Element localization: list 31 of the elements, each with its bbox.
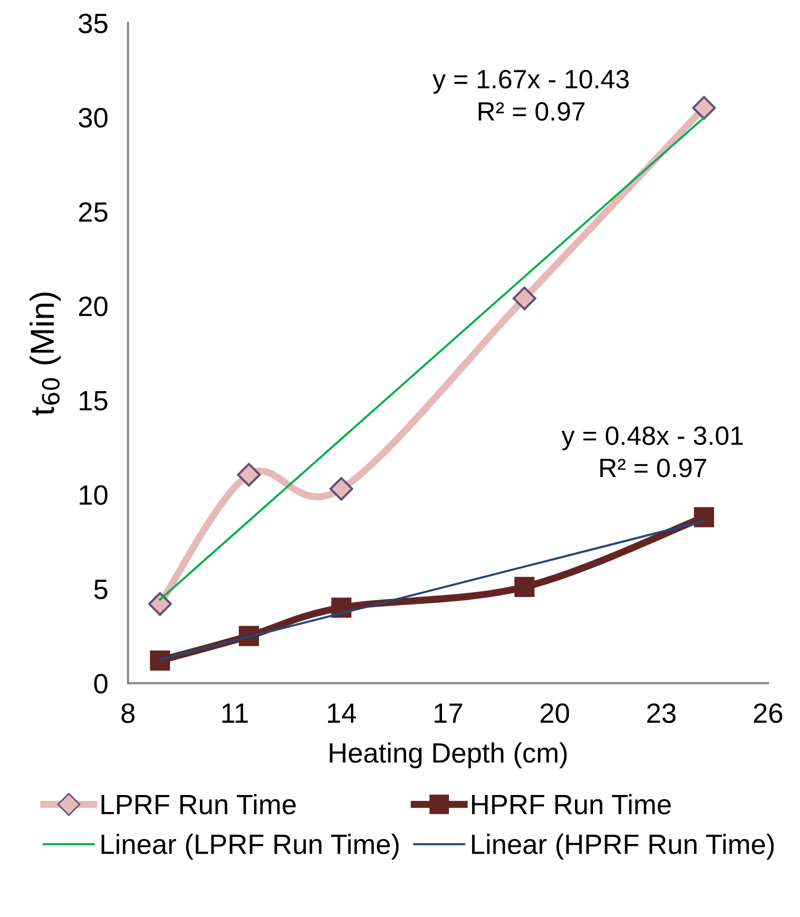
point	[692, 96, 716, 120]
x-tick-label: 23	[647, 703, 676, 724]
y-tick-label: 10	[80, 485, 108, 505]
y-tick-label: 15	[80, 391, 108, 411]
y-tick-label: 20	[79, 296, 108, 316]
legend-label: LPRF Run Time	[102, 794, 296, 814]
point	[150, 650, 170, 671]
point	[329, 477, 354, 501]
x-tick-label: 17	[434, 704, 462, 723]
y-axis-title: t$_{60}$ (Min)	[30, 292, 61, 416]
x-tick-label: 20	[540, 703, 570, 724]
point	[237, 462, 261, 487]
annotation: y = 1.67x - 10.43 R² = 0.97	[432, 70, 629, 121]
point	[512, 286, 536, 310]
y-tick-label: 0	[94, 674, 108, 694]
point	[148, 592, 172, 616]
legend-label: HPRF Run Time	[472, 794, 671, 814]
y-tick-label: 5	[94, 580, 108, 600]
x-tick-label: 8	[121, 703, 135, 724]
x-tick-label: 26	[754, 703, 782, 724]
x-tick-label: 14	[328, 704, 356, 723]
point	[694, 507, 714, 528]
y-tick-label: 35	[78, 14, 108, 34]
y-tick-label: 30	[78, 108, 108, 128]
annotation: y = 0.48x - 3.01 R² = 0.97	[562, 426, 743, 478]
x-tick-label: 11	[222, 704, 248, 723]
x-axis-title: Heating Depth (cm)	[330, 742, 567, 768]
legend-label: Linear (LPRF Run Time)	[102, 834, 399, 860]
point	[514, 576, 535, 598]
y-tick-label: 25	[79, 202, 108, 222]
legend-label: Linear (HPRF Run Time)	[472, 834, 774, 860]
